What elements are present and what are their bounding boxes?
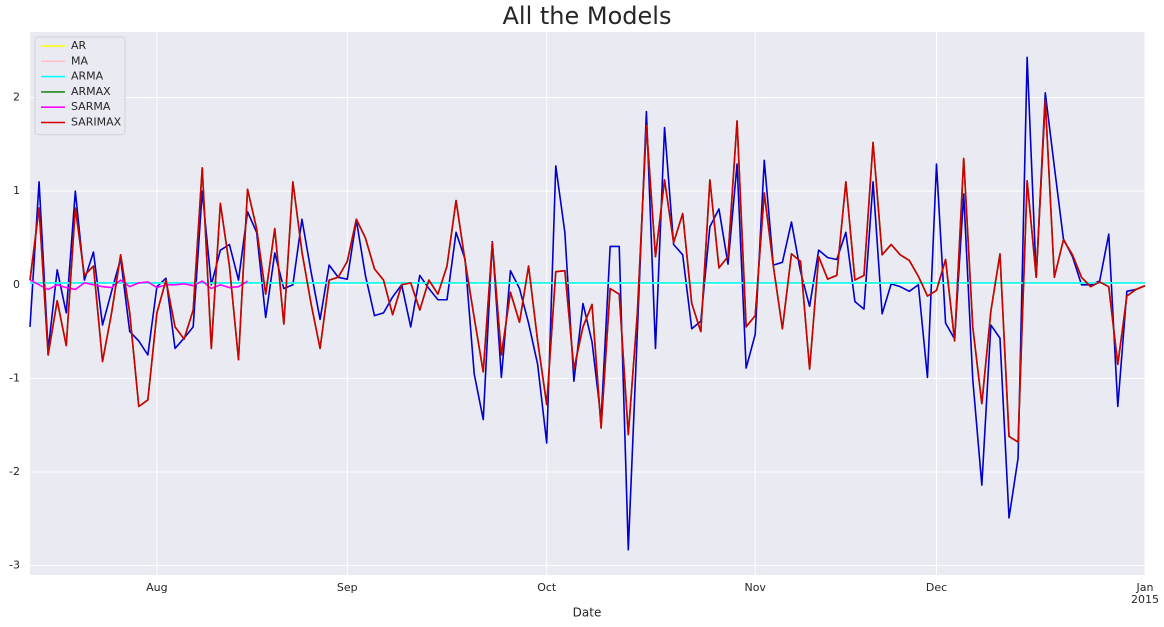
x-axis-label: Date xyxy=(573,606,602,620)
y-tick-label: 2 xyxy=(13,91,20,104)
legend-label: ARMA xyxy=(71,70,104,83)
x-tick-label: Dec xyxy=(926,581,947,594)
series-line xyxy=(29,279,248,291)
y-tick-label: -1 xyxy=(9,371,20,384)
y-tick-label: 1 xyxy=(13,184,20,197)
x-tick-label: Sep xyxy=(337,581,358,594)
legend-label: AR xyxy=(71,39,87,52)
y-tick-label: 0 xyxy=(13,278,20,291)
legend-label: ARMAX xyxy=(71,85,111,98)
legend-label: SARIMAX xyxy=(71,116,122,129)
series-line xyxy=(29,99,1146,443)
plot-area xyxy=(30,32,1145,575)
y-tick-label: -2 xyxy=(9,465,20,478)
y-tick-label: -3 xyxy=(9,559,20,572)
x-tick-label: Nov xyxy=(744,581,766,594)
legend-label: SARMA xyxy=(71,100,111,113)
x-tick-label: Aug xyxy=(146,581,167,594)
x-tick-label: Oct xyxy=(537,581,557,594)
chart-title: All the Models xyxy=(503,2,672,30)
x-tick-label: 2015 xyxy=(1131,593,1159,606)
legend-label: MA xyxy=(71,54,88,67)
x-tick-label: Jan xyxy=(1136,581,1154,594)
